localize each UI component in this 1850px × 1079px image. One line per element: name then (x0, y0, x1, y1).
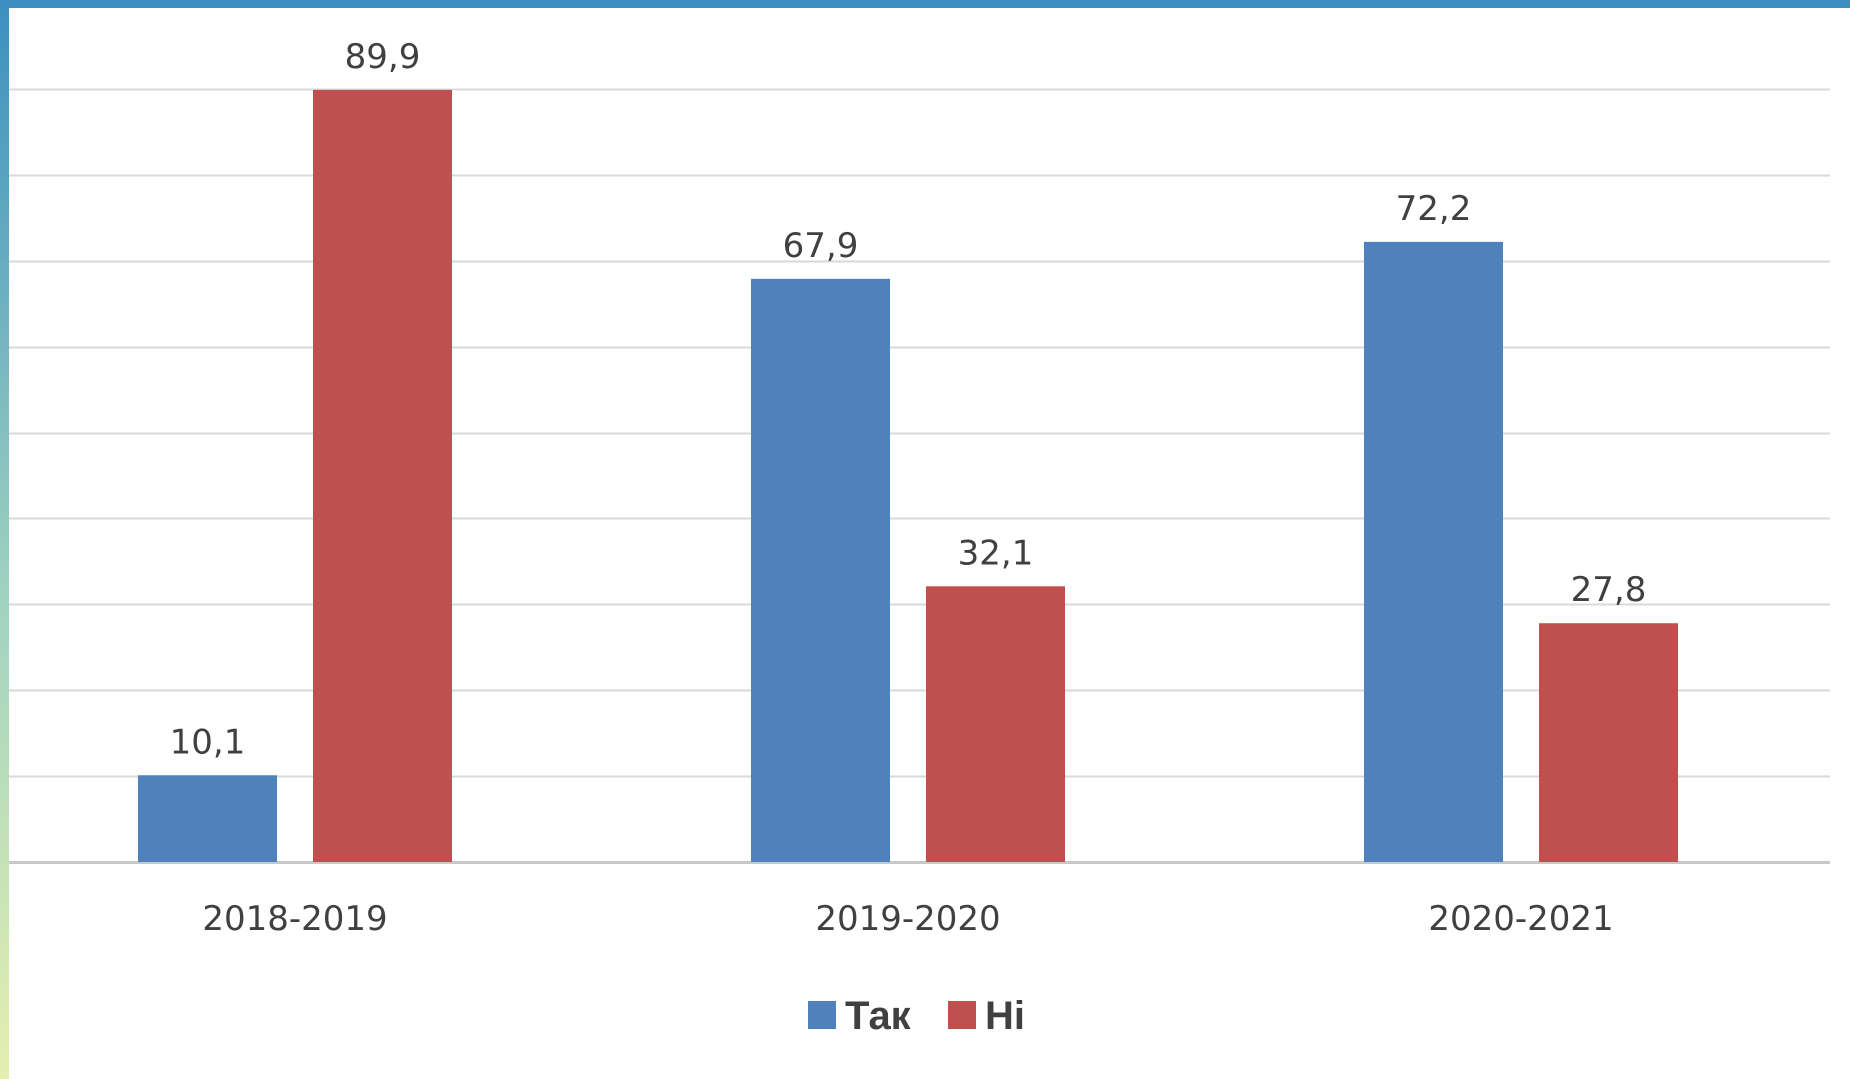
x-tick-label: 2020-2021 (1428, 899, 1613, 939)
data-labels: 10,1 89,9 67,9 32,1 72,2 27,8 (170, 37, 1647, 762)
data-label: 27,8 (1571, 570, 1647, 610)
data-label: 10,1 (170, 722, 246, 762)
x-tick-label: 2019-2020 (815, 899, 1000, 939)
bar-ni-2018-2019 (313, 89, 452, 862)
data-label: 72,2 (1396, 189, 1472, 229)
legend-label: Ні (985, 994, 1025, 1038)
bar-tak-2020-2021 (1364, 241, 1503, 863)
legend-swatch (948, 1001, 976, 1029)
bar-ni-2020-2021 (1539, 623, 1678, 862)
frame-left-border (0, 0, 9, 1079)
data-label: 67,9 (783, 226, 859, 266)
data-label: 89,9 (345, 37, 421, 77)
bars (138, 89, 1678, 863)
bar-tak-2019-2020 (751, 278, 890, 862)
x-tick-label: 2018-2019 (202, 899, 387, 939)
legend: Так Ні (808, 994, 1025, 1038)
gridlines (9, 88, 1830, 864)
frame-top-border (0, 0, 1850, 8)
legend-swatch (808, 1001, 836, 1029)
bar-ni-2019-2020 (926, 586, 1065, 862)
x-axis: 2018-2019 2019-2020 2020-2021 (202, 899, 1613, 939)
data-label: 32,1 (958, 533, 1034, 573)
legend-label: Так (845, 994, 912, 1038)
bar-tak-2018-2019 (138, 775, 277, 862)
